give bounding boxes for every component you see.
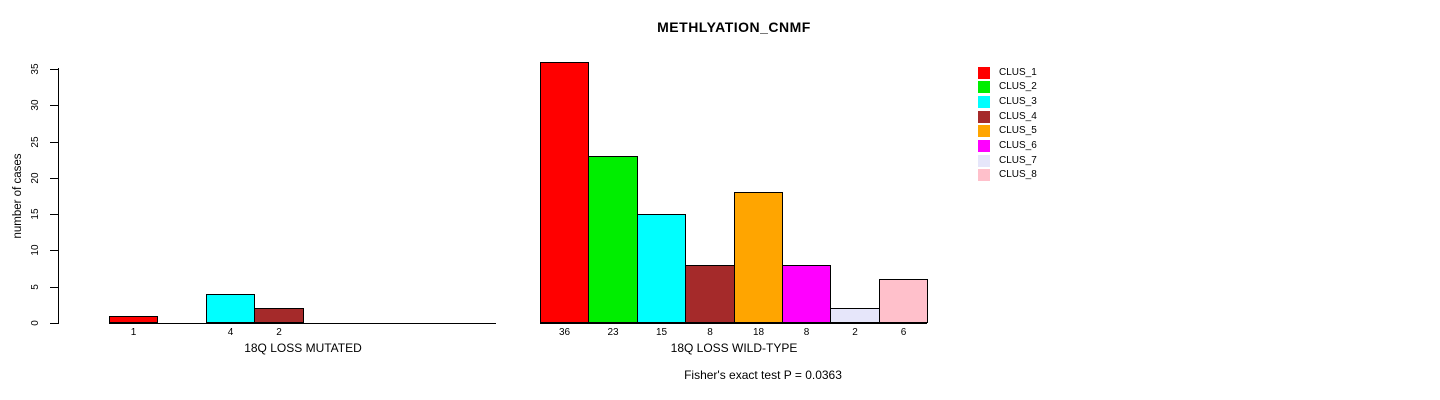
- bar-value-label: 8: [707, 327, 713, 338]
- legend-label-CLUS_4: CLUS_4: [999, 111, 1037, 122]
- legend-swatch-CLUS_7: [978, 155, 990, 167]
- y-axis-label: number of cases: [12, 153, 24, 239]
- bar-value-label: 2: [276, 327, 282, 338]
- bar-value-label: 15: [655, 327, 668, 338]
- y-tick-label: 30: [30, 99, 41, 111]
- y-axis-tick: [50, 214, 58, 215]
- legend-swatch-CLUS_2: [978, 81, 990, 93]
- y-axis-tick: [50, 142, 58, 143]
- y-tick-label: 35: [30, 63, 41, 75]
- legend-label-CLUS_8: CLUS_8: [999, 169, 1037, 180]
- bar-CLUS_3: [206, 294, 255, 323]
- legend-label-CLUS_2: CLUS_2: [999, 81, 1037, 92]
- y-axis-tick: [50, 105, 58, 106]
- y-tick-label: 25: [30, 136, 41, 148]
- y-tick-label: 15: [30, 208, 41, 220]
- legend-swatch-CLUS_5: [978, 125, 990, 137]
- y-axis-tick: [50, 323, 58, 324]
- y-axis-tick: [50, 287, 58, 288]
- legend-label-CLUS_7: CLUS_7: [999, 155, 1037, 166]
- bar-CLUS_5: [734, 192, 783, 323]
- bar-CLUS_8: [879, 279, 928, 323]
- fisher-test-footnote: Fisher's exact test P = 0.0363: [684, 368, 842, 382]
- y-axis-line: [58, 68, 59, 324]
- legend-swatch-CLUS_8: [978, 169, 990, 181]
- bar-value-label: 6: [900, 327, 907, 338]
- x-axis-line-wildtype: [540, 323, 927, 324]
- x-axis-label-mutated: 18Q LOSS MUTATED: [244, 341, 362, 355]
- bar-CLUS_4: [254, 308, 304, 323]
- bar-value-label: 8: [803, 327, 810, 338]
- legend-label-CLUS_5: CLUS_5: [999, 125, 1037, 136]
- bar-CLUS_3: [637, 214, 686, 323]
- legend-swatch-CLUS_1: [978, 67, 990, 79]
- bar-value-label: 36: [558, 327, 571, 338]
- legend-swatch-CLUS_6: [978, 140, 990, 152]
- x-axis-label-wildtype: 18Q LOSS WILD-TYPE: [670, 341, 798, 355]
- bar-CLUS_4: [685, 265, 735, 323]
- legend-swatch-CLUS_4: [978, 111, 990, 123]
- y-tick-label: 10: [30, 244, 41, 256]
- bar-value-label: 18: [752, 327, 765, 338]
- legend-label-CLUS_6: CLUS_6: [999, 140, 1037, 151]
- bar-CLUS_1: [109, 316, 158, 323]
- y-tick-label: 0: [30, 320, 41, 326]
- chart-title: METHLYATION_CNMF: [657, 19, 811, 35]
- bar-value-label: 2: [852, 327, 858, 338]
- legend-swatch-CLUS_3: [978, 96, 990, 108]
- bar-CLUS_2: [588, 156, 638, 323]
- bar-CLUS_1: [540, 62, 589, 323]
- bar-value-label: 23: [607, 327, 619, 338]
- bar-CLUS_7: [830, 308, 880, 323]
- y-tick-label: 5: [30, 284, 41, 290]
- y-axis-tick: [50, 178, 58, 179]
- y-tick-label: 20: [30, 172, 41, 184]
- legend-label-CLUS_1: CLUS_1: [999, 67, 1037, 78]
- bar-CLUS_6: [782, 265, 831, 323]
- bar-value-label: 1: [130, 327, 137, 338]
- y-axis-tick: [50, 69, 58, 70]
- legend-label-CLUS_3: CLUS_3: [999, 96, 1037, 107]
- bar-value-label: 4: [227, 327, 234, 338]
- y-axis-tick: [50, 250, 58, 251]
- x-axis-line-mutated: [109, 323, 496, 324]
